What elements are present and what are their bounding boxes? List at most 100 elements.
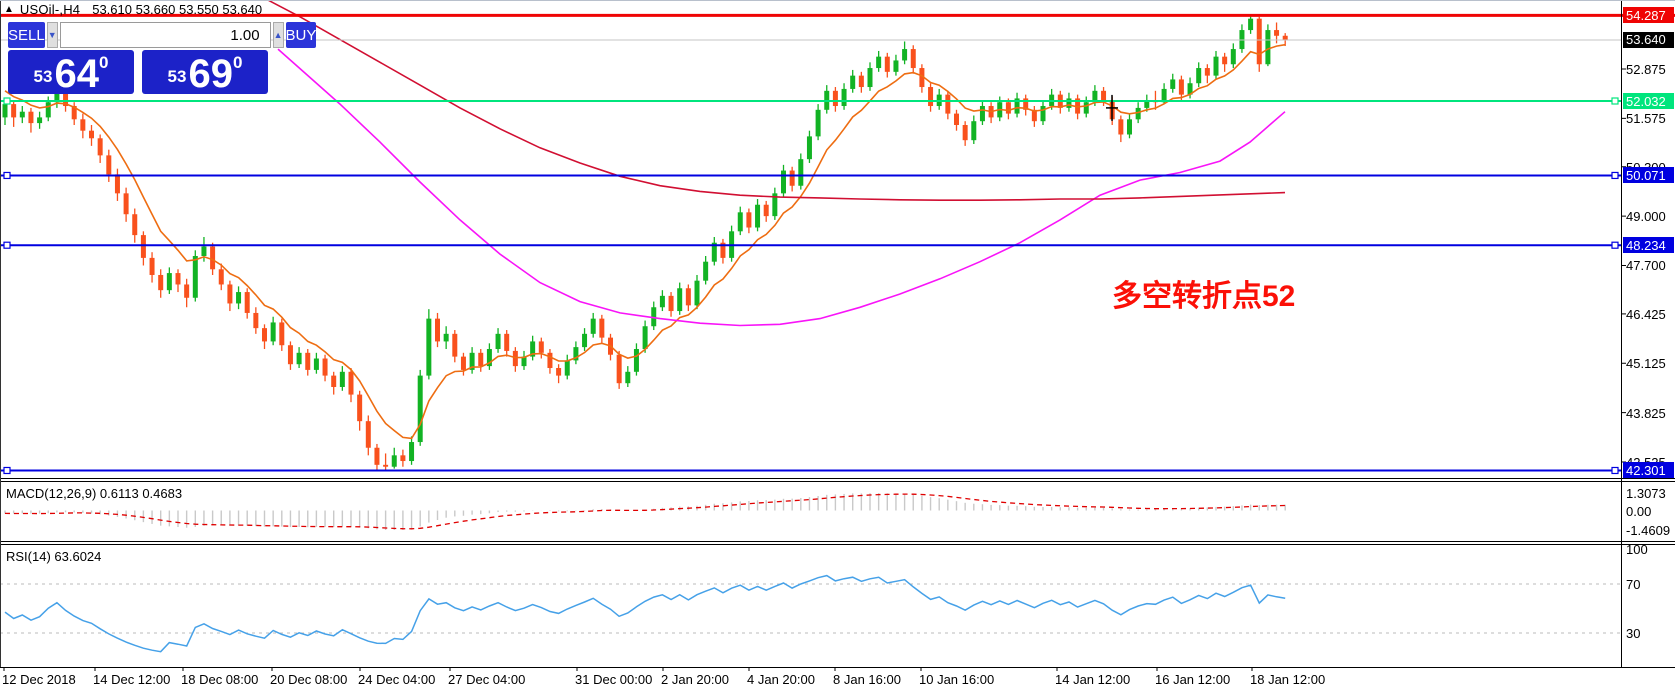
time-axis-label: 14 Jan 12:00 <box>1055 672 1131 687</box>
bear-candle <box>218 269 224 285</box>
price-axis-label: 51.575 <box>1626 111 1666 127</box>
rsi-line <box>4 574 1286 653</box>
bear-candle <box>71 106 77 120</box>
bear-candle <box>365 421 371 448</box>
bear-candle <box>1075 98 1081 114</box>
bull-candle <box>651 307 657 327</box>
hline-anchor-handle[interactable] <box>1611 171 1619 180</box>
bull-candle <box>201 246 207 256</box>
bull-candle <box>582 333 588 348</box>
volume-decrease-button[interactable]: ▼ <box>46 22 58 48</box>
hline-anchor-handle[interactable] <box>3 466 11 475</box>
bear-candle <box>123 193 129 215</box>
bear-candle <box>262 328 267 342</box>
hline-anchor-handle[interactable] <box>3 241 11 249</box>
bull-candle <box>391 455 397 467</box>
sell-button[interactable]: SELL <box>8 22 45 48</box>
bear-candle <box>789 170 795 186</box>
symbol-triangle-icon: ▲ <box>4 4 14 15</box>
chart-annotation-text: 多空转折点52 <box>1112 280 1296 313</box>
bear-candle <box>1031 109 1037 122</box>
hline-anchor-handle[interactable] <box>1611 97 1619 105</box>
bull-candle <box>642 326 648 350</box>
bull-candle <box>521 356 527 367</box>
bear-candle <box>928 87 934 107</box>
bull-candle <box>1144 100 1150 108</box>
rsi-axis-label: 30 <box>1626 626 1641 641</box>
macd-axis-label: 0.00 <box>1626 503 1652 519</box>
time-axis-label: 2 Jan 20:00 <box>661 672 729 687</box>
bear-candle <box>140 235 146 258</box>
bull-candle <box>1161 88 1167 103</box>
time-axis-label: 16 Jan 12:00 <box>1155 672 1231 687</box>
bull-candle <box>1213 56 1219 76</box>
bull-candle <box>876 56 882 69</box>
bull-candle <box>711 242 717 262</box>
bear-candle <box>106 155 112 175</box>
symbol-timeframe-label: USOil-,H4 <box>19 2 81 17</box>
bull-candle <box>1135 107 1141 120</box>
volume-input[interactable] <box>59 22 271 48</box>
bull-candle <box>893 60 899 72</box>
bull-candle <box>1265 30 1271 65</box>
hline-anchor-handle[interactable] <box>1611 466 1619 475</box>
moving-average-medium-magenta <box>277 48 1286 327</box>
bear-candle <box>89 130 94 139</box>
bear-candle <box>175 273 181 285</box>
bull-candle <box>798 159 804 186</box>
bear-candle <box>322 358 328 376</box>
time-axis-label: 10 Jan 16:00 <box>919 672 995 687</box>
macd-signal-line <box>4 493 1286 530</box>
bull-candle <box>1040 106 1046 122</box>
sell-quote-box[interactable]: 53 64 0 <box>8 50 134 94</box>
price-axis-badge: 54.287 <box>1623 7 1674 24</box>
one-click-trading-panel: SELL ▼ ▲ BUY 53 64 0 53 69 0 <box>8 22 317 94</box>
bull-candle <box>815 109 821 137</box>
bear-candle <box>746 212 752 228</box>
bull-candle <box>1196 68 1202 84</box>
bear-candle <box>599 318 605 338</box>
chart-title: ▲ USOil-,H4 53.610 53.660 53.550 53.640 <box>4 2 262 17</box>
bull-candle <box>590 318 596 334</box>
bull-candle <box>625 371 631 384</box>
bull-candle <box>417 375 423 443</box>
price-axis-label: 43.825 <box>1626 405 1666 421</box>
price-axis-label: 52.875 <box>1626 61 1666 77</box>
volume-increase-button[interactable]: ▲ <box>272 22 284 48</box>
price-axis-badge: 42.301 <box>1623 462 1674 479</box>
buy-quote-box[interactable]: 53 69 0 <box>142 50 268 94</box>
bull-candle <box>45 102 51 118</box>
bull-candle <box>166 273 172 291</box>
bull-candle <box>1248 18 1254 31</box>
bear-candle <box>1204 68 1210 76</box>
time-axis-label: 31 Dec 00:00 <box>575 672 653 687</box>
price-axis-badge: 48.234 <box>1623 237 1674 254</box>
hline-anchor-handle[interactable] <box>3 97 11 105</box>
bull-candle <box>2 104 8 118</box>
bull-candle <box>633 349 639 372</box>
bull-candle <box>270 322 276 342</box>
price-axis-badge: 53.640 <box>1623 31 1674 48</box>
bear-candle <box>832 90 838 107</box>
bear-candle <box>945 94 951 114</box>
bull-candle <box>495 333 501 350</box>
bull-candle <box>1127 119 1132 135</box>
bull-candle <box>1170 79 1176 89</box>
bull-candle <box>426 318 432 376</box>
bull-candle <box>37 117 43 124</box>
bull-candle <box>339 371 345 387</box>
bear-candle <box>962 124 968 141</box>
bear-candle <box>616 354 622 384</box>
bull-candle <box>755 204 761 228</box>
bull-candle <box>443 333 449 342</box>
bear-candle <box>685 288 691 306</box>
bull-candle <box>236 292 242 304</box>
bear-candle <box>919 68 925 88</box>
sell-price-integer: 53 <box>33 67 53 86</box>
buy-button[interactable]: BUY <box>285 22 317 48</box>
hline-anchor-handle[interactable] <box>3 171 11 180</box>
hline-anchor-handle[interactable] <box>1611 241 1619 249</box>
bull-candle <box>902 49 908 61</box>
